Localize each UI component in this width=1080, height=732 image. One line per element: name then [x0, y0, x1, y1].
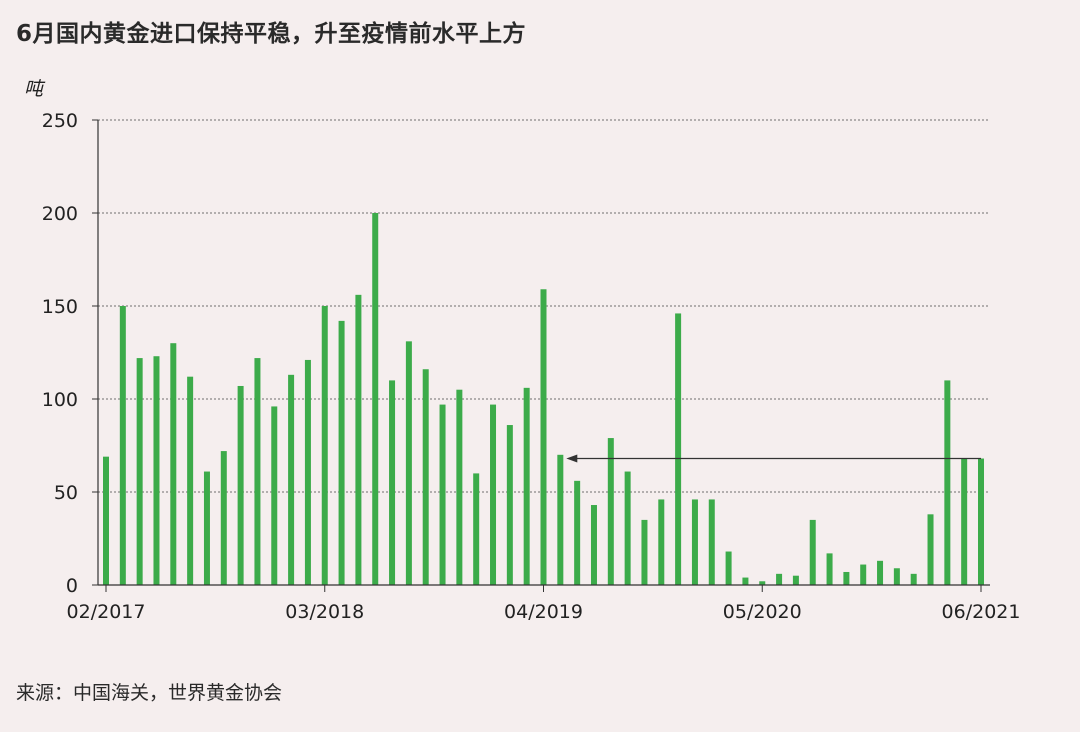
bar	[776, 573, 783, 585]
bar	[742, 577, 749, 585]
bar	[691, 499, 698, 585]
bar	[809, 519, 816, 585]
bar	[372, 213, 379, 585]
bar	[170, 343, 177, 585]
bar	[574, 480, 581, 585]
bar	[860, 564, 867, 585]
bar	[288, 374, 295, 585]
bar	[893, 568, 900, 585]
annotation	[566, 454, 981, 463]
bar	[422, 369, 429, 585]
bar	[641, 519, 648, 585]
bar	[439, 404, 446, 585]
bar	[338, 320, 345, 585]
x-tick-label: 04/2019	[504, 601, 583, 623]
bars	[103, 213, 984, 585]
y-tick-label: 0	[66, 575, 78, 597]
y-tick-label: 100	[42, 389, 78, 411]
y-axis-label: 吨	[24, 78, 46, 100]
y-tick-label: 200	[42, 203, 78, 225]
bar	[607, 438, 614, 585]
bar	[910, 573, 917, 585]
bar	[203, 471, 210, 585]
bar	[826, 553, 833, 585]
bar	[877, 560, 884, 585]
y-tick-labels: 0 50 100 150 200 250	[42, 110, 78, 597]
bar	[927, 514, 934, 585]
bar	[506, 425, 513, 585]
bar	[187, 376, 194, 585]
bar	[389, 380, 396, 585]
y-tick-label: 250	[42, 110, 78, 132]
x-tick-label: 06/2021	[942, 601, 1021, 623]
bar	[658, 499, 665, 585]
bar	[725, 551, 732, 585]
chart-title: 6月国内黄金进口保持平稳，升至疫情前水平上方	[16, 21, 527, 47]
bar	[473, 473, 480, 585]
bar	[978, 458, 984, 585]
bar	[590, 505, 597, 585]
bar	[304, 359, 311, 585]
x-tick-label: 05/2020	[723, 601, 802, 623]
bar	[843, 571, 850, 585]
bar	[405, 341, 412, 585]
bar	[624, 471, 631, 585]
x-tick-labels: 02/2017 03/2018 04/2019 05/2020 06/2021	[67, 585, 1021, 623]
bar	[523, 387, 530, 585]
bar	[490, 404, 497, 585]
x-tick-label: 02/2017	[67, 601, 146, 623]
bar	[271, 406, 278, 585]
source-note: 来源：中国海关，世界黄金协会	[16, 682, 283, 704]
bar	[708, 499, 715, 585]
bar	[254, 358, 261, 585]
bar	[103, 456, 109, 585]
bar	[456, 389, 463, 585]
bar	[237, 385, 244, 585]
annotation-arrow-head	[566, 454, 578, 463]
bar	[136, 358, 143, 585]
bar	[944, 380, 951, 585]
bar	[119, 306, 126, 585]
bar	[759, 581, 766, 585]
bar	[321, 306, 328, 585]
bar	[675, 313, 682, 585]
y-tick-label: 150	[42, 296, 78, 318]
bar	[153, 356, 160, 585]
bar	[961, 458, 968, 585]
bar	[557, 454, 564, 585]
x-tick-label: 03/2018	[285, 601, 364, 623]
bar	[540, 289, 547, 585]
y-tick-label: 50	[54, 482, 78, 504]
bar	[355, 294, 362, 585]
bar	[792, 575, 799, 585]
bar	[220, 451, 227, 585]
